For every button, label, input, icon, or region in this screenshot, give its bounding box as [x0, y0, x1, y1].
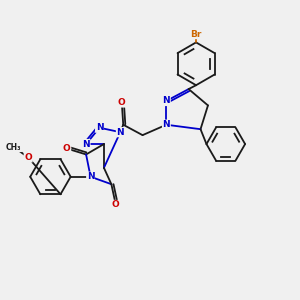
- Text: Br: Br: [190, 30, 202, 39]
- Text: O: O: [63, 144, 71, 153]
- Text: N: N: [87, 172, 94, 181]
- Text: N: N: [82, 140, 90, 148]
- Text: O: O: [112, 200, 120, 209]
- Text: N: N: [163, 120, 170, 129]
- Text: N: N: [96, 123, 103, 132]
- Text: CH₃: CH₃: [6, 142, 22, 152]
- Text: N: N: [163, 97, 170, 106]
- Text: O: O: [24, 153, 32, 162]
- Text: N: N: [116, 128, 124, 137]
- Text: O: O: [118, 98, 126, 107]
